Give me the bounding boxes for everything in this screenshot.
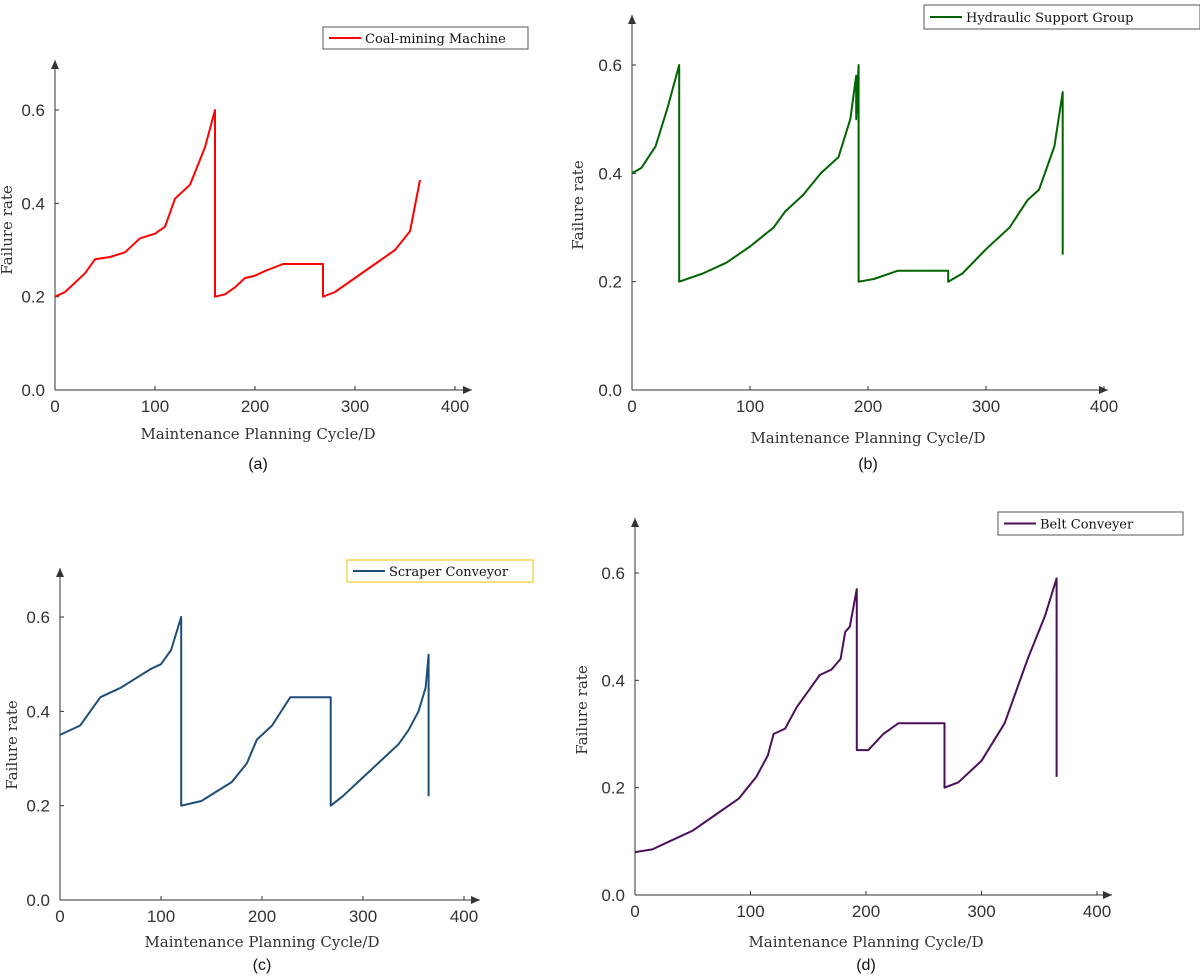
y-axis-label: Failure rate [573, 665, 591, 755]
x-axis-arrow-icon [1103, 891, 1112, 899]
y-tick-label: 0.0 [26, 891, 50, 910]
x-tick-label: 300 [349, 907, 377, 926]
x-axis-label: Maintenance Planning Cycle/D [750, 429, 985, 447]
y-axis-label: Failure rate [569, 160, 587, 250]
x-tick-label: 200 [852, 902, 880, 921]
x-tick-label: 400 [1090, 397, 1118, 416]
series-line [631, 64, 1064, 283]
y-tick-label: 0.2 [26, 797, 50, 816]
x-tick-label: 0 [630, 902, 639, 921]
y-tick-label: 0.0 [598, 381, 622, 400]
chart-panel-1: 0 100 200 300 400 0.0 0.2 0.4 0.6 Maintenance Pla… [0, 26, 529, 473]
x-axis-arrow-icon [471, 896, 480, 904]
chart-panel-3: 0 100 200 300 400 0.0 0.2 0.4 0.6 Maintenance Pla… [3, 559, 534, 974]
x-tick-label: 0 [627, 397, 636, 416]
series-line [634, 577, 1058, 854]
y-tick-label: 0.0 [21, 381, 45, 400]
panel-caption: (c) [253, 957, 272, 974]
legend-label: Scraper Conveyor [389, 565, 509, 580]
x-axis-label: Maintenance Planning Cycle/D [144, 933, 379, 951]
x-tick-label: 400 [441, 397, 469, 416]
y-axis-label: Failure rate [0, 185, 16, 275]
y-tick-label: 0.6 [598, 56, 622, 75]
series-line [54, 109, 421, 298]
y-axis-arrow-icon [631, 518, 639, 527]
y-tick-label: 0.2 [601, 779, 625, 798]
y-axis-arrow-icon [628, 15, 636, 24]
x-tick-label: 100 [736, 902, 764, 921]
x-tick-label: 200 [248, 907, 276, 926]
y-axis-arrow-icon [51, 60, 59, 69]
y-tick-label: 0.6 [21, 101, 45, 120]
legend-box [923, 4, 1200, 30]
y-tick-label: 0.6 [26, 608, 50, 627]
x-tick-label: 100 [736, 397, 764, 416]
y-tick-label: 0.6 [601, 564, 625, 583]
y-axis-label: Failure rate [3, 700, 21, 790]
y-tick-label: 0.4 [601, 671, 625, 690]
legend-label: Hydraulic Support Group [966, 11, 1134, 26]
chart-panel-2: 0 100 200 300 400 0.0 0.2 0.4 0.6 Maintenance Pla… [569, 4, 1200, 473]
legend-box [346, 559, 534, 583]
x-tick-label: 300 [341, 397, 369, 416]
x-axis-label: Maintenance Planning Cycle/D [748, 933, 983, 951]
legend-box [997, 511, 1184, 536]
x-tick-label: 400 [450, 907, 478, 926]
x-tick-label: 100 [147, 907, 175, 926]
series-line [59, 616, 430, 807]
x-tick-label: 400 [1083, 902, 1111, 921]
x-tick-label: 300 [967, 902, 995, 921]
y-tick-label: 0.4 [598, 164, 622, 183]
y-tick-label: 0.4 [21, 194, 45, 213]
chart-panel-4: 0 100 200 300 400 0.0 0.2 0.4 0.6 Maintenance Pla… [573, 511, 1184, 974]
y-tick-label: 0.4 [26, 702, 50, 721]
x-axis-label: Maintenance Planning Cycle/D [140, 425, 375, 443]
legend-box [322, 26, 529, 50]
panel-caption: (a) [248, 456, 268, 473]
y-tick-label: 0.0 [601, 886, 625, 905]
x-axis-arrow-icon [463, 386, 472, 394]
y-tick-label: 0.2 [21, 288, 45, 307]
legend-label: Belt Conveyer [1040, 518, 1134, 533]
x-tick-label: 100 [141, 397, 169, 416]
x-tick-label: 200 [854, 397, 882, 416]
x-tick-label: 0 [55, 907, 64, 926]
legend-label: Coal-mining Machine [365, 32, 506, 47]
panel-caption: (b) [858, 456, 878, 473]
y-axis-arrow-icon [56, 568, 64, 577]
x-tick-label: 0 [50, 397, 59, 416]
x-tick-label: 200 [241, 397, 269, 416]
panel-caption: (d) [856, 957, 876, 974]
y-tick-label: 0.2 [598, 273, 622, 292]
x-tick-label: 300 [972, 397, 1000, 416]
